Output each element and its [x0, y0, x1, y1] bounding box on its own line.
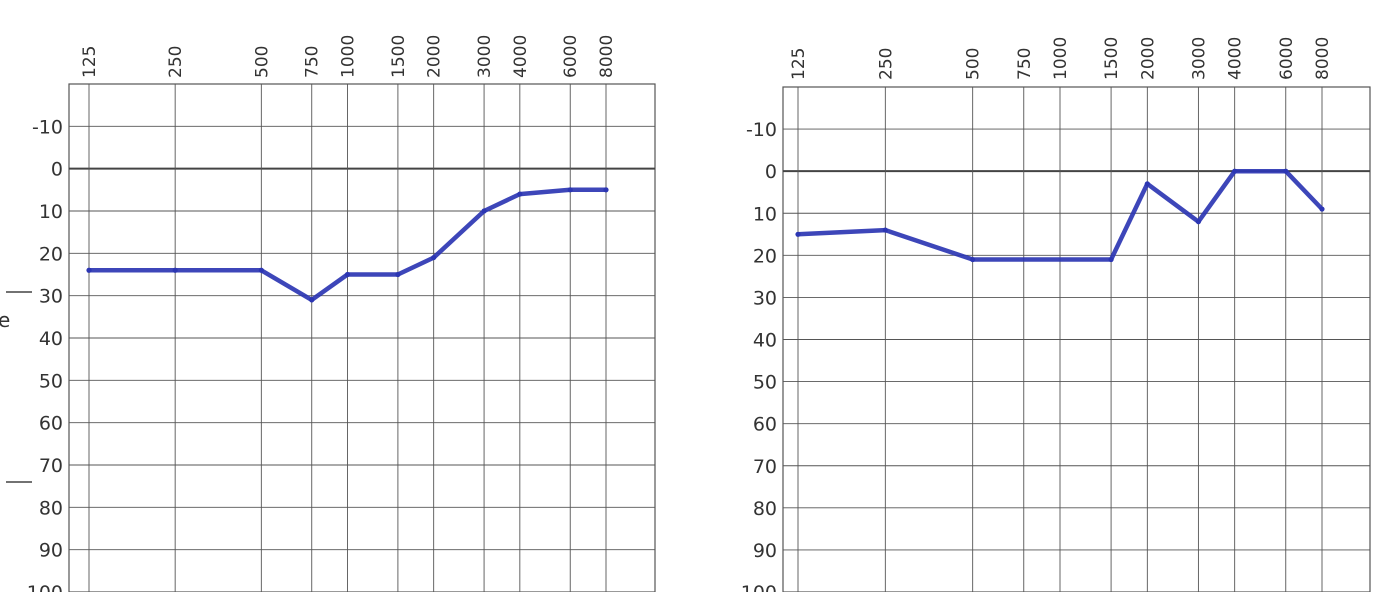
threshold-point — [309, 297, 315, 303]
threshold-point — [517, 191, 523, 197]
x-tick-label: 4000 — [1226, 37, 1246, 80]
threshold-point — [481, 208, 487, 214]
threshold-point — [1108, 256, 1114, 263]
x-tick-label: 8000 — [597, 35, 617, 78]
threshold-point — [86, 267, 92, 273]
x-tick-label: 3000 — [475, 35, 495, 78]
threshold-point — [795, 231, 801, 237]
y-tick-label: 90 — [39, 540, 63, 562]
y-tick-label: 60 — [753, 414, 777, 436]
threshold-point — [1195, 219, 1202, 225]
x-tick-label: 750 — [1015, 48, 1035, 80]
threshold-point — [1319, 206, 1325, 212]
x-tick-label: 6000 — [1277, 37, 1297, 80]
x-tick-label: 6000 — [561, 35, 581, 78]
threshold-point — [258, 267, 264, 273]
y-tick-label: 0 — [51, 159, 63, 181]
y-tick-label: -10 — [746, 119, 777, 141]
audiogram-left: -10 0 10 20 30 40 50 60 70 80 90 100 125 250 500 750 100… — [27, 35, 656, 592]
threshold-point — [567, 187, 573, 193]
y-tick-label: 40 — [39, 328, 63, 350]
threshold-point — [431, 254, 437, 261]
x-tick-label: 250 — [876, 48, 896, 80]
y-tick-label: 40 — [753, 330, 777, 352]
y-tick-label: 80 — [753, 498, 777, 520]
y-tick-label: -10 — [32, 116, 63, 138]
x-tick-label: 2000 — [1138, 37, 1158, 80]
x-tick-label: 1500 — [1102, 37, 1122, 80]
threshold-point — [1232, 168, 1238, 174]
threshold-point — [1283, 168, 1289, 174]
x-tick-label: 2000 — [425, 35, 445, 78]
y-tick-label: 50 — [39, 370, 63, 392]
threshold-point — [172, 267, 178, 273]
cropped-label-fragment: e — [0, 308, 10, 332]
y-tick-label: 70 — [753, 456, 777, 478]
y-tick-label: 10 — [39, 201, 63, 223]
threshold-point — [882, 227, 888, 233]
x-tick-label: 1000 — [339, 35, 359, 78]
x-tick-label: 750 — [303, 46, 323, 78]
y-tick-label: 20 — [39, 243, 63, 265]
y-tick-label: 70 — [39, 455, 63, 477]
y-tick-label: 100 — [741, 582, 777, 592]
threshold-point — [970, 256, 976, 263]
y-tick-label: 0 — [765, 161, 777, 183]
y-tick-label: 90 — [753, 540, 777, 562]
y-tick-label: 100 — [27, 582, 63, 592]
y-tick-label: 30 — [753, 287, 777, 309]
x-tick-label: 500 — [252, 46, 272, 78]
x-tick-label: 125 — [80, 46, 100, 78]
y-tick-label: 30 — [39, 286, 63, 308]
audiogram-right: -10 0 10 20 30 40 50 60 70 80 90 100 125 250 500 750 100… — [741, 37, 1371, 592]
y-tick-label: 50 — [753, 372, 777, 394]
threshold-point — [603, 187, 609, 193]
threshold-point — [1144, 181, 1150, 187]
threshold-point — [395, 271, 401, 278]
x-tick-label: 500 — [964, 48, 984, 80]
x-tick-label: 3000 — [1189, 37, 1209, 80]
y-tick-label: 20 — [753, 245, 777, 267]
x-tick-label: 250 — [166, 46, 186, 78]
x-tick-label: 8000 — [1313, 37, 1333, 80]
threshold-point — [344, 271, 351, 278]
y-tick-label: 10 — [753, 203, 777, 225]
x-tick-label: 1000 — [1051, 37, 1071, 80]
x-tick-label: 4000 — [511, 35, 531, 78]
x-tick-label: 125 — [789, 48, 809, 80]
y-tick-label: 60 — [39, 413, 63, 435]
y-tick-label: 80 — [39, 497, 63, 519]
x-tick-label: 1500 — [389, 35, 409, 78]
